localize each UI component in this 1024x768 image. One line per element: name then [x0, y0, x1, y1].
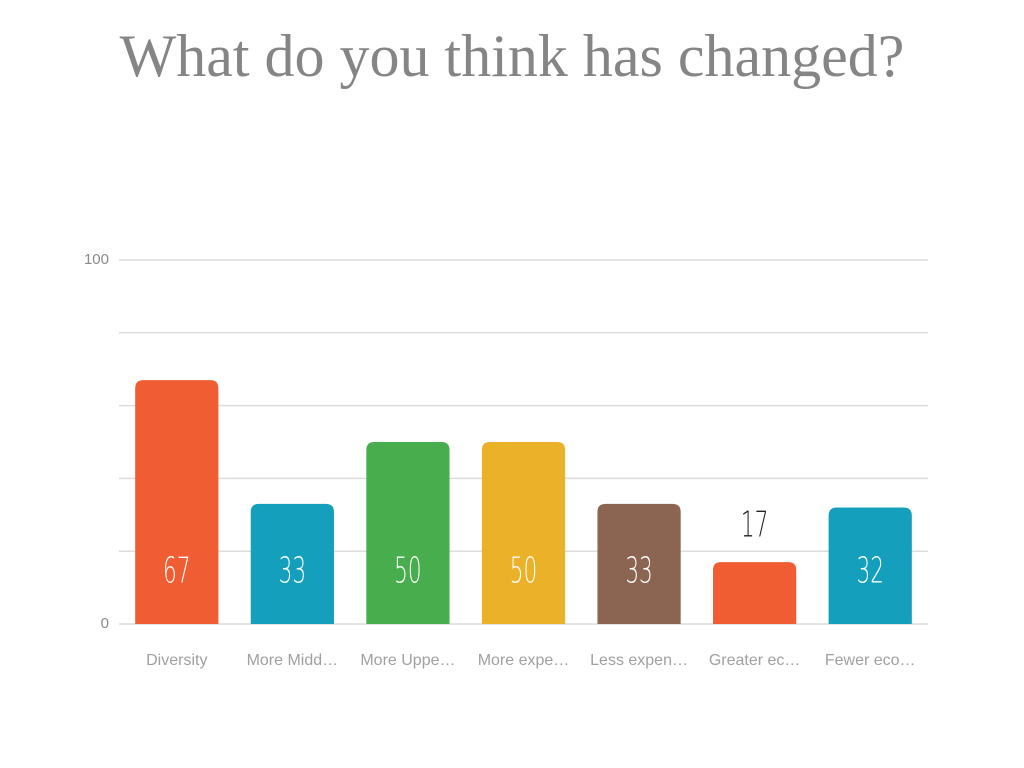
y-tick-label: 100 [84, 251, 109, 268]
value-label: 33 [625, 548, 652, 590]
x-tick-label: More Uppe… [360, 652, 455, 669]
y-tick-label: 0 [101, 615, 109, 632]
chart-title: What do you think has changed? [120, 23, 905, 89]
bar [713, 562, 797, 624]
value-label: 67 [163, 548, 190, 590]
x-tick-label: Less expen… [590, 652, 688, 669]
value-label: 50 [394, 548, 421, 590]
value-label: 17 [741, 502, 768, 544]
bar [828, 507, 912, 624]
x-tick-label: Fewer eco… [825, 652, 916, 669]
bar [135, 380, 219, 624]
x-tick-label: More Midd… [247, 652, 339, 669]
x-tick-label: Diversity [146, 652, 207, 669]
value-label: 32 [856, 548, 883, 590]
bar [597, 503, 681, 624]
value-label: 33 [279, 548, 306, 590]
x-tick-label: Greater ec… [709, 652, 801, 669]
bar [481, 442, 566, 624]
x-tick-label: More expe… [478, 652, 570, 669]
value-label: 50 [510, 548, 537, 590]
bar [366, 442, 450, 624]
bar [250, 503, 334, 624]
